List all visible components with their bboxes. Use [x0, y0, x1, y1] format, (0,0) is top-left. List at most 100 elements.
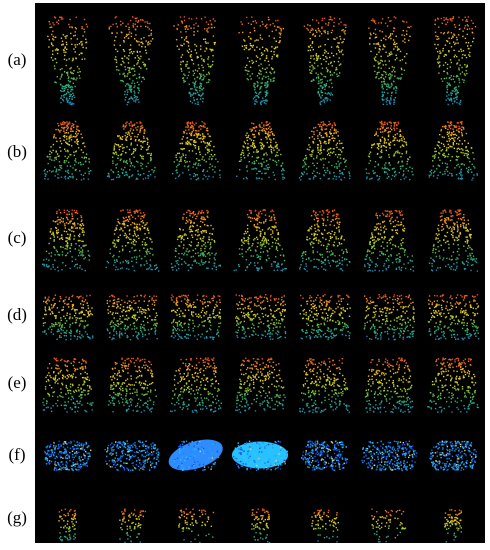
point-cloud [364, 210, 415, 272]
point [150, 34, 152, 36]
point [316, 171, 318, 174]
point [64, 178, 67, 180]
point [447, 219, 450, 221]
point [302, 173, 304, 176]
point [321, 26, 323, 28]
point [467, 219, 469, 221]
point [67, 132, 70, 134]
point [74, 211, 76, 214]
point [47, 162, 49, 165]
point [392, 43, 395, 45]
point [323, 142, 325, 144]
point [204, 242, 206, 244]
point [378, 48, 380, 50]
point [143, 63, 146, 65]
point [52, 220, 54, 222]
point [374, 241, 376, 243]
point [370, 50, 372, 53]
point [57, 177, 59, 179]
point [364, 265, 366, 268]
point [318, 95, 321, 97]
point [79, 336, 81, 338]
point [261, 78, 263, 80]
point [80, 133, 82, 135]
point [75, 211, 77, 214]
point [49, 150, 51, 152]
point [203, 174, 205, 176]
point [269, 129, 272, 131]
point [337, 238, 339, 240]
point [251, 145, 254, 147]
point [335, 261, 337, 263]
point [341, 29, 343, 32]
point [256, 236, 258, 239]
point [126, 103, 128, 106]
point [253, 217, 256, 219]
point [335, 163, 337, 165]
point [141, 163, 144, 165]
point [140, 25, 142, 27]
point [385, 260, 387, 262]
point [72, 175, 74, 178]
point [466, 65, 468, 68]
point [313, 79, 315, 81]
point [211, 165, 213, 167]
point [440, 150, 442, 152]
point [81, 228, 83, 230]
point [320, 90, 322, 92]
point [452, 142, 455, 145]
point [190, 126, 192, 128]
point [143, 247, 145, 249]
point [457, 227, 459, 229]
point [264, 214, 267, 216]
point [403, 170, 405, 172]
point [349, 175, 351, 177]
point [185, 37, 187, 39]
point [127, 262, 130, 264]
point [402, 174, 404, 177]
point [127, 84, 130, 86]
point [394, 121, 397, 124]
point [138, 255, 141, 257]
point [68, 101, 70, 104]
point [144, 140, 146, 142]
point [60, 167, 63, 169]
point [122, 22, 124, 24]
point [206, 128, 208, 130]
point [272, 226, 274, 229]
point [472, 259, 474, 261]
point [458, 177, 460, 179]
point [462, 30, 464, 32]
point [369, 259, 371, 261]
point [67, 88, 69, 91]
point [385, 162, 387, 164]
point [197, 56, 199, 58]
point [52, 149, 54, 152]
point [126, 89, 128, 91]
point [312, 66, 314, 68]
point [335, 132, 337, 134]
point [456, 159, 459, 161]
point [185, 143, 187, 145]
point [211, 149, 213, 151]
point [133, 226, 136, 229]
point [249, 44, 252, 47]
point [114, 261, 116, 263]
point [390, 83, 393, 85]
point [256, 269, 259, 271]
point [367, 155, 370, 157]
point [241, 23, 243, 25]
point [200, 85, 202, 87]
point [338, 51, 341, 53]
point [195, 89, 197, 91]
point [466, 242, 469, 244]
point [126, 101, 129, 103]
point [190, 88, 192, 90]
point [193, 211, 195, 213]
point [455, 267, 458, 269]
point [119, 262, 122, 264]
point [114, 242, 116, 245]
point [267, 123, 269, 126]
point [261, 178, 263, 180]
point [393, 80, 395, 83]
